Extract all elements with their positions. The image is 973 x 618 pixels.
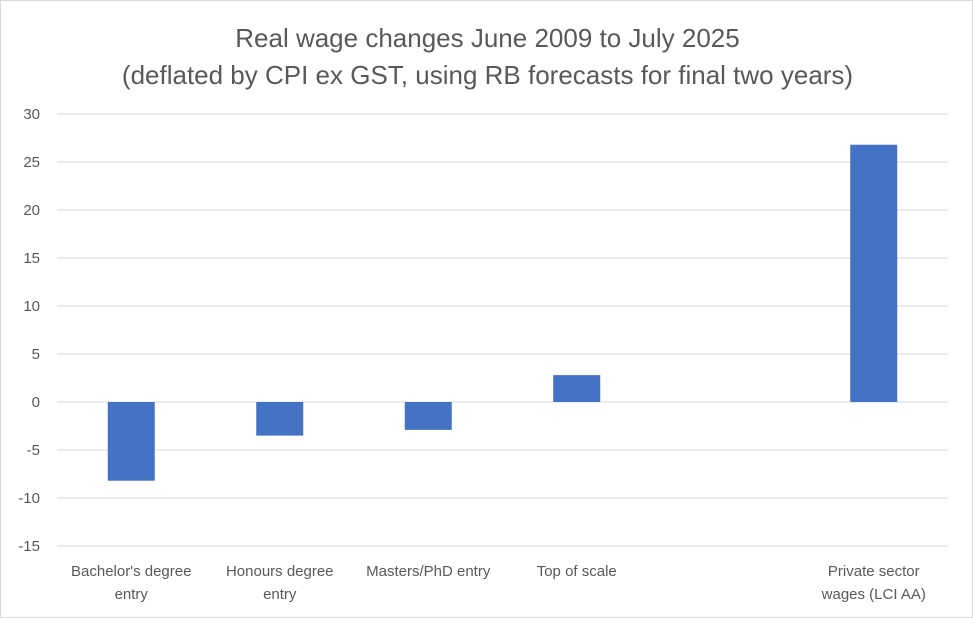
x-tick-label: Bachelor's degree xyxy=(71,563,191,580)
y-tick-label: -15 xyxy=(18,538,40,555)
x-tick-label: Honours degree xyxy=(226,563,334,580)
y-tick-label: -5 xyxy=(27,442,40,459)
bar xyxy=(404,402,452,430)
y-tick-label: 15 xyxy=(23,250,40,267)
bar xyxy=(256,402,304,436)
y-tick-label: 10 xyxy=(23,298,40,315)
y-tick-label: 30 xyxy=(23,106,40,123)
chart-subtitle: (deflated by CPI ex GST, using RB foreca… xyxy=(121,60,854,90)
y-tick-label: -10 xyxy=(18,490,40,507)
y-tick-label: 20 xyxy=(23,202,40,219)
x-tick-label: Top of scale xyxy=(537,563,617,580)
x-tick-label: entry xyxy=(115,586,149,603)
x-tick-label: Masters/PhD entry xyxy=(366,563,491,580)
x-tick-label: wages (LCI AA) xyxy=(821,586,926,603)
bar xyxy=(850,144,898,402)
x-tick-label: entry xyxy=(263,586,297,603)
y-tick-label: 0 xyxy=(32,394,40,411)
bar xyxy=(107,402,155,481)
bar xyxy=(553,375,601,402)
x-tick-label: Private sector xyxy=(828,563,920,580)
y-tick-label: 5 xyxy=(32,346,40,363)
y-tick-label: 25 xyxy=(23,154,40,171)
chart-title: Real wage changes June 2009 to July 2025 xyxy=(235,23,740,53)
